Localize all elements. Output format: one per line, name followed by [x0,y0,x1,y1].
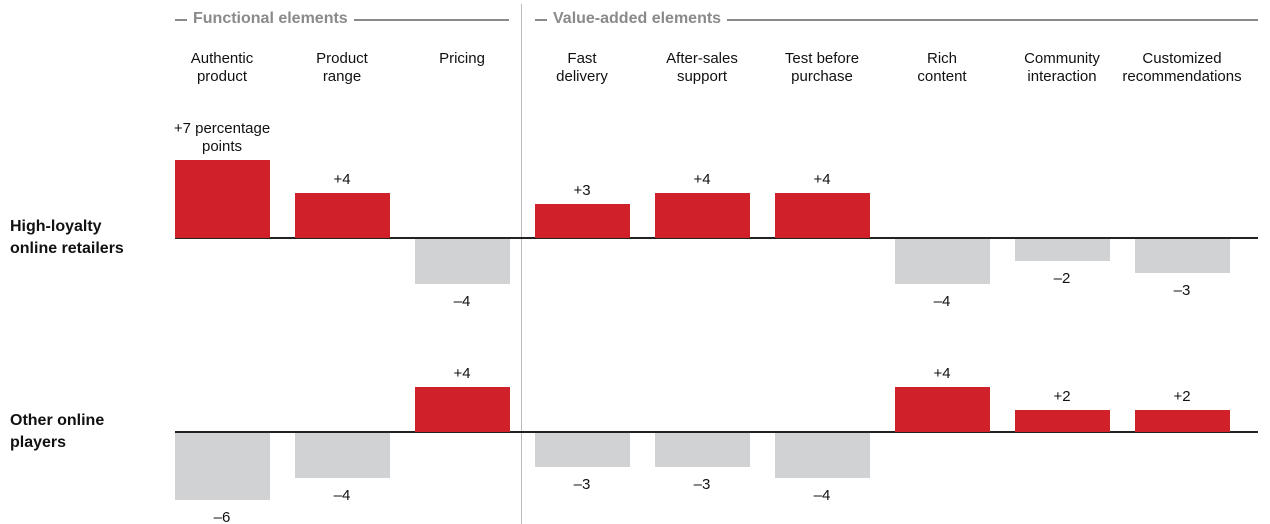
category-line: After-sales [666,50,738,67]
category-label: Community interaction [1002,50,1122,86]
baseline [175,431,1258,433]
category-label: Fast delivery [522,50,642,86]
value-label: –6 [213,509,231,524]
value-label: +3 [573,182,591,200]
bar [1014,409,1110,432]
value-label: +2 [1053,387,1071,405]
bar [1134,239,1230,273]
bar [774,433,870,478]
category-line: delivery [556,68,608,85]
category-line: range [322,68,362,85]
value-label: –3 [1173,281,1191,299]
bar [534,433,630,467]
row-label: High-loyalty online retailers [10,218,124,257]
category-line: Customized [1142,50,1222,67]
category-label: Rich content [882,50,1002,86]
value-label: –3 [573,475,591,493]
value-label: –4 [813,486,831,504]
bar [414,387,510,432]
bar [1014,239,1110,262]
bar [654,193,750,238]
category-line: Rich [926,50,957,67]
value-label: +4 [693,171,711,189]
category-line: recommendations [1122,68,1242,85]
category-line: Fast [567,50,597,67]
value-label: +7 percentage points [173,119,271,155]
value-label: +4 [333,171,351,189]
category-line: Product [316,50,368,67]
category-line: interaction [1027,68,1097,85]
group-line [535,19,1258,21]
category-label: Pricing [402,50,522,68]
category-line: content [917,68,967,85]
baseline [175,237,1258,239]
value-label: –4 [453,292,471,310]
category-label: Product range [282,50,402,86]
category-line: purchase [791,68,853,85]
category-line: Pricing [439,50,485,67]
value-label: +4 [933,365,951,383]
bar [534,204,630,238]
category-label: After-sales support [642,50,762,86]
value-label: –3 [693,475,711,493]
divider [521,4,522,524]
bar [654,433,750,467]
value-label: +4 [813,171,831,189]
value-label: –4 [933,292,951,310]
category-line: support [676,68,728,85]
bar [774,193,870,238]
row-label: Other online players [10,412,105,451]
bar [414,239,510,284]
bar [294,193,390,238]
category-line: Authentic [190,50,254,67]
group-header: Functional elements [187,9,354,29]
category-label: Test before purchase [762,50,882,86]
bar [174,433,270,501]
category-line: product [196,68,248,85]
category-line: Test before [784,50,860,67]
category-label: Authentic product [162,50,282,86]
value-label: +2 [1173,387,1191,405]
value-label: –2 [1053,270,1071,288]
category-line: Community [1024,50,1100,67]
bar [1134,409,1230,432]
value-label: +4 [453,365,471,383]
category-label: Customized recommendations [1122,50,1242,86]
bar [174,159,270,238]
bar [894,387,990,432]
value-label: –4 [333,486,351,504]
bar [294,433,390,478]
bar [894,239,990,284]
group-header: Value-added elements [547,9,728,29]
